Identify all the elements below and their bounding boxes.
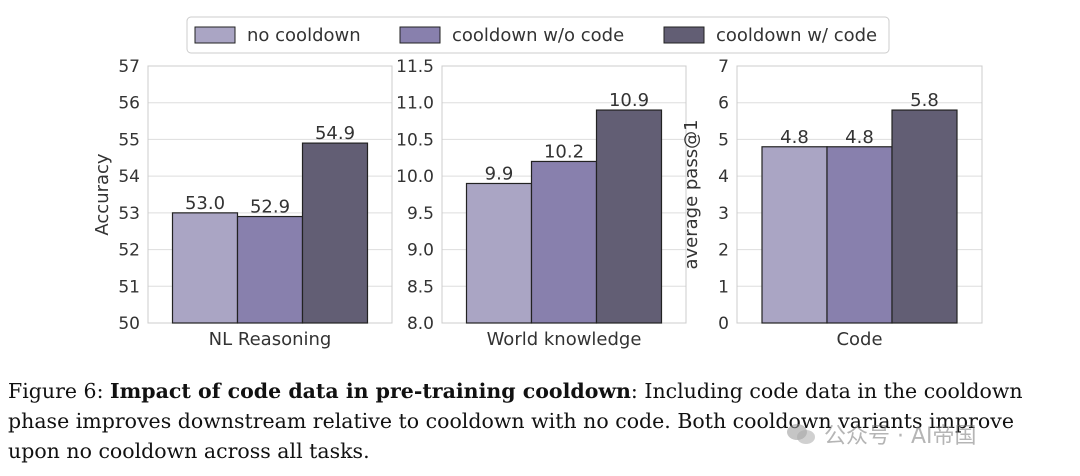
figure-caption: Figure 6: Impact of code data in pre-tra… (8, 376, 1072, 466)
y-tick-label: 50 (118, 314, 140, 334)
panel-3: 0 1 2 3 4 5 6 7 4.8 4.8 5.8 Code average pass@1 (681, 57, 983, 350)
y-tick-label: 55 (118, 130, 140, 150)
bar-value-label: 5.8 (910, 90, 939, 111)
watermark: 公众号 · AI帝国 (786, 418, 977, 450)
legend-label-2: cooldown w/o code (452, 25, 624, 46)
x-category-label: Code (836, 329, 882, 350)
bar-1 (465, 182, 533, 324)
legend: no cooldown cooldown w/o code cooldown w/ … (186, 16, 890, 54)
y-tick-label: 3 (718, 204, 729, 224)
bar-value-label: 54.9 (315, 123, 355, 144)
y-tick-label: 7 (718, 57, 729, 77)
y-tick-label: 6 (718, 94, 729, 114)
y-axis-label: Accuracy (92, 153, 113, 236)
bar-value-label: 10.9 (609, 90, 649, 111)
bar-1 (761, 146, 828, 324)
bar-value-label: 52.9 (250, 197, 290, 218)
bar-3 (595, 109, 663, 324)
y-tick-label: 52 (118, 241, 140, 261)
legend-swatch-2 (399, 26, 441, 44)
legend-label-3: cooldown w/ code (716, 25, 877, 46)
y-tick-label: 53 (118, 204, 140, 224)
bar-2 (530, 160, 598, 324)
bar-value-label: 53.0 (185, 193, 225, 214)
bar-2 (826, 146, 893, 324)
watermark-text: 公众号 · AI帝国 (824, 424, 977, 449)
bar-2 (236, 215, 304, 324)
bar-value-label: 4.8 (845, 127, 874, 148)
y-tick-label: 9.5 (407, 204, 434, 224)
panel-2: 8.0 8.5 9.0 9.5 10.0 10.5 11.0 11.5 9.9 10.2 10.9 W… (396, 57, 687, 350)
x-category-label: World knowledge (487, 329, 642, 350)
legend-label-1: no cooldown (247, 25, 361, 46)
caption-body: : Including code data in the cooldown ph… (8, 379, 1023, 463)
bar-3 (891, 109, 958, 324)
legend-swatch-3 (663, 26, 705, 44)
y-tick-label: 0 (718, 314, 729, 334)
wechat-icon (787, 424, 815, 444)
y-axis-label: average pass@1 (681, 119, 702, 269)
x-category-label: NL Reasoning (209, 329, 332, 350)
bar-1 (171, 212, 239, 324)
y-tick-label: 10.0 (396, 167, 434, 187)
caption-bold-title: Impact of code data in pre-training cool… (110, 379, 631, 403)
caption-prefix: Figure 6: (8, 379, 111, 403)
y-tick-label: 11.0 (396, 94, 434, 114)
legend-swatch-1 (194, 26, 236, 44)
y-tick-label: 5 (718, 130, 729, 150)
panel-1: 50 51 52 53 54 55 56 57 53.0 52.9 54.9 NL Reasoning… (92, 57, 393, 350)
y-tick-label: 56 (118, 94, 140, 114)
y-tick-label: 11.5 (396, 57, 434, 77)
bar-value-label: 4.8 (780, 127, 809, 148)
y-tick-label: 9.0 (407, 241, 434, 261)
y-tick-label: 2 (718, 241, 729, 261)
y-tick-label: 8.5 (407, 277, 434, 297)
bar-value-label: 10.2 (544, 141, 584, 162)
y-tick-label: 51 (118, 277, 140, 297)
y-tick-label: 57 (118, 57, 140, 77)
y-tick-label: 8.0 (407, 314, 434, 334)
y-tick-label: 10.5 (396, 130, 434, 150)
figure-chart: no cooldown cooldown w/o code cooldown w/ … (92, 16, 983, 350)
bar-3 (301, 142, 369, 324)
y-tick-label: 4 (718, 167, 729, 187)
bar-value-label: 9.9 (485, 163, 514, 184)
legend-frame (186, 16, 890, 54)
y-tick-label: 1 (718, 277, 729, 297)
y-tick-label: 54 (118, 167, 140, 187)
